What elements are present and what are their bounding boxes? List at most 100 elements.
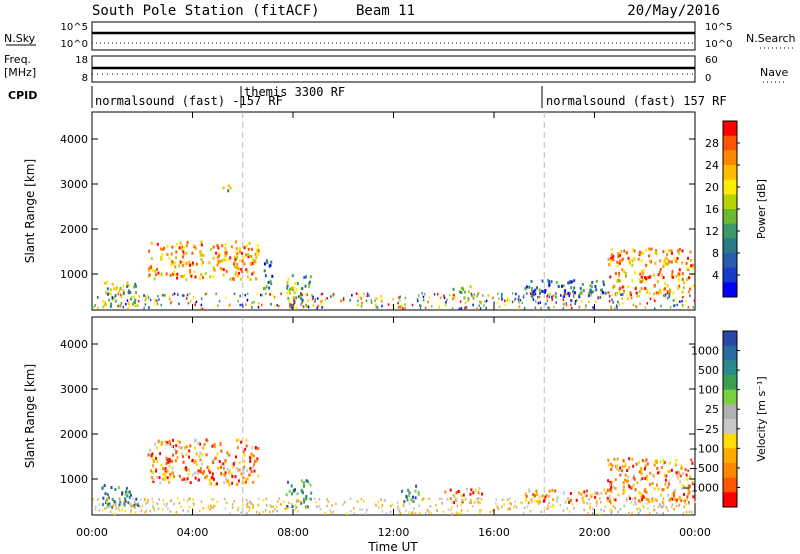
range-cell [165, 272, 168, 276]
range-cell [113, 287, 116, 291]
range-cell [216, 482, 218, 486]
range-cell [653, 463, 656, 467]
range-cell [638, 253, 641, 257]
range-cell [137, 502, 140, 505]
range-cell [636, 508, 639, 511]
range-cell [114, 294, 117, 298]
range-cell [503, 503, 505, 506]
range-cell [663, 461, 666, 464]
range-cell [135, 291, 137, 294]
range-cell [635, 305, 637, 308]
range-cell [675, 259, 678, 263]
range-cell [581, 292, 584, 295]
range-cell [408, 502, 411, 505]
range-cell [604, 505, 606, 509]
range-cell [623, 249, 626, 253]
range-cell [202, 507, 204, 510]
range-cell [377, 501, 379, 504]
range-cell [509, 497, 511, 500]
range-cell [194, 247, 197, 251]
range-cell [659, 289, 662, 292]
colorbar-swatch [723, 389, 737, 405]
range-cell [183, 498, 185, 502]
range-cell [185, 251, 188, 255]
range-cell [466, 509, 469, 513]
range-cell [510, 502, 513, 506]
range-cell [535, 500, 538, 503]
range-cell [155, 469, 158, 473]
range-cell [467, 297, 470, 300]
range-cell [185, 468, 188, 472]
range-cell [166, 441, 169, 445]
range-cell [412, 511, 414, 514]
range-cell [109, 288, 112, 292]
range-cell [246, 244, 249, 248]
range-cell [539, 301, 541, 304]
range-cell [690, 264, 693, 268]
range-cell [640, 280, 643, 284]
range-cell [201, 253, 204, 257]
colorbar-swatch [723, 165, 737, 181]
range-cell [253, 300, 255, 304]
range-cell [252, 270, 255, 274]
range-cell [609, 501, 612, 505]
range-cell [540, 510, 543, 513]
range-cell [169, 302, 172, 305]
colorbar-swatch [723, 150, 737, 166]
range-cell [211, 458, 214, 462]
range-cell [247, 255, 250, 259]
range-cell [175, 450, 178, 454]
range-cell [464, 290, 466, 294]
range-cell [527, 501, 530, 505]
range-cell [280, 503, 282, 506]
range-cell [636, 481, 639, 485]
range-cell [148, 306, 150, 309]
range-cell [185, 297, 188, 300]
range-cell [631, 457, 634, 461]
range-cell [195, 262, 198, 266]
range-cell [578, 294, 580, 297]
range-cell [134, 303, 137, 307]
range-cell [197, 478, 200, 482]
range-cell [265, 285, 268, 289]
range-cell [375, 305, 377, 309]
range-cell [152, 500, 154, 504]
range-cell [181, 294, 184, 297]
range-cell [633, 249, 636, 253]
range-cell [654, 498, 657, 502]
range-cell [131, 302, 134, 306]
range-cell [676, 303, 678, 307]
range-cell [247, 253, 250, 257]
range-cell [269, 293, 271, 296]
range-cell [497, 507, 500, 511]
range-cell [352, 507, 355, 510]
range-cell [112, 504, 114, 507]
range-cell [269, 504, 271, 507]
range-cell [654, 459, 657, 463]
range-cell [251, 465, 254, 469]
range-cell [419, 304, 421, 307]
beam-label: Beam 11 [356, 3, 415, 19]
colorbar-swatch [723, 477, 737, 493]
range-cell [616, 464, 618, 468]
range-cell [640, 287, 643, 291]
range-cell [154, 269, 157, 273]
range-cell [681, 290, 684, 294]
colorbar-label: Velocity [m s⁻¹] [755, 376, 768, 461]
range-cell [221, 244, 224, 248]
range-cell [677, 251, 680, 255]
range-cell [603, 509, 605, 513]
range-cell [586, 489, 588, 493]
range-cell [303, 276, 306, 279]
range-cell [677, 278, 680, 282]
range-cell [501, 293, 503, 296]
range-cell [290, 306, 293, 309]
range-cell [661, 273, 664, 277]
range-cell [309, 497, 312, 501]
range-cell [317, 304, 319, 308]
range-cell [658, 470, 661, 474]
range-cell [670, 260, 673, 264]
range-cell [289, 302, 291, 306]
range-cell [329, 509, 332, 512]
range-cell [309, 275, 312, 279]
